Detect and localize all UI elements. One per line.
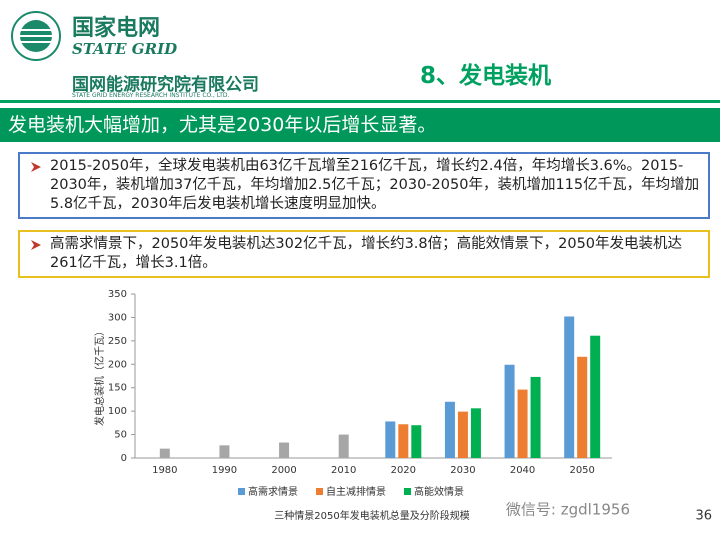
x-tick-label: 2050 <box>569 465 594 476</box>
bullet-text: 高需求情景下，2050年发电装机达302亿千瓦，增长约3.8倍；高能效情景下，2… <box>50 236 683 271</box>
bar <box>219 445 230 458</box>
legend-swatch <box>316 488 323 495</box>
chart-caption: 三种情景2050年发电装机总量及分阶段规模 <box>274 509 469 522</box>
x-tick-label: 2010 <box>331 465 356 476</box>
bar <box>411 425 422 458</box>
bar <box>577 356 588 458</box>
legend-label: 高需求情景 <box>248 485 298 498</box>
x-tick-label: 2000 <box>271 465 296 476</box>
bar <box>517 389 528 458</box>
x-tick-label: 2030 <box>450 465 475 476</box>
y-tick-label: 50 <box>114 430 127 441</box>
bar <box>564 316 575 458</box>
y-tick-label: 300 <box>108 312 127 323</box>
legend-label: 高能效情景 <box>414 485 464 498</box>
bullet-text: 2015-2050年，全球发电装机由63亿千瓦增至216亿千瓦，增长约2.4倍，… <box>50 158 700 212</box>
legend-swatch <box>404 488 411 495</box>
banner: 发电装机大幅增加，尤其是2030年以后增长显著。 <box>0 108 720 142</box>
legend-label: 自主减排情景 <box>326 485 386 498</box>
bar <box>457 411 468 458</box>
y-axis-title: 发电总装机（亿千瓦） <box>93 326 106 426</box>
bullet-icon <box>31 162 41 172</box>
bar <box>398 424 409 458</box>
page-number: 36 <box>695 509 712 524</box>
y-tick-label: 100 <box>108 406 127 417</box>
institute: 国网能源研究院有限公司 <box>72 75 259 95</box>
header-rule <box>0 100 720 103</box>
y-tick-label: 200 <box>108 359 127 370</box>
bullet-item: 高需求情景下，2050年发电装机达302亿千瓦，增长约3.8倍；高能效情景下，2… <box>28 235 700 273</box>
logo-name: 国家电网 <box>72 16 161 41</box>
y-tick-label: 150 <box>108 383 127 394</box>
x-tick-label: 1980 <box>152 465 177 476</box>
logo-english: STATE GRID <box>72 40 178 58</box>
bar <box>444 401 455 458</box>
bar <box>385 421 396 458</box>
bar <box>470 408 481 458</box>
logo-icon <box>11 11 61 61</box>
bar <box>338 434 349 458</box>
x-tick-label: 2040 <box>510 465 535 476</box>
bullet-icon <box>31 240 41 250</box>
bar <box>159 448 170 458</box>
x-tick-label: 1990 <box>212 465 237 476</box>
bar <box>279 442 290 458</box>
section-title: 8、发电装机 <box>420 63 552 89</box>
bar <box>504 364 515 458</box>
chart: 发电总装机（亿千瓦） 三种情景2050年发电装机总量及分阶段规模 微信号: zg… <box>93 289 712 524</box>
legend-swatch <box>238 488 245 495</box>
watermark: 微信号: zgdl1956 <box>506 501 630 519</box>
x-tick-label: 2020 <box>391 465 416 476</box>
bar <box>590 335 601 458</box>
y-tick-label: 0 <box>121 453 127 464</box>
y-tick-label: 250 <box>108 336 127 347</box>
y-tick-label: 350 <box>108 289 127 300</box>
box2: 高需求情景下，2050年发电装机达302亿千瓦，增长约3.8倍；高能效情景下，2… <box>18 230 710 278</box>
box1: 2015-2050年，全球发电装机由63亿千瓦增至216亿千瓦，增长约2.4倍，… <box>18 152 710 219</box>
institute-english: STATE GRID ENERGY RESEARCH INSTITUTE CO.… <box>72 92 230 99</box>
bar <box>530 376 541 458</box>
bullet-item: 2015-2050年，全球发电装机由63亿千瓦增至216亿千瓦，增长约2.4倍，… <box>28 157 700 214</box>
